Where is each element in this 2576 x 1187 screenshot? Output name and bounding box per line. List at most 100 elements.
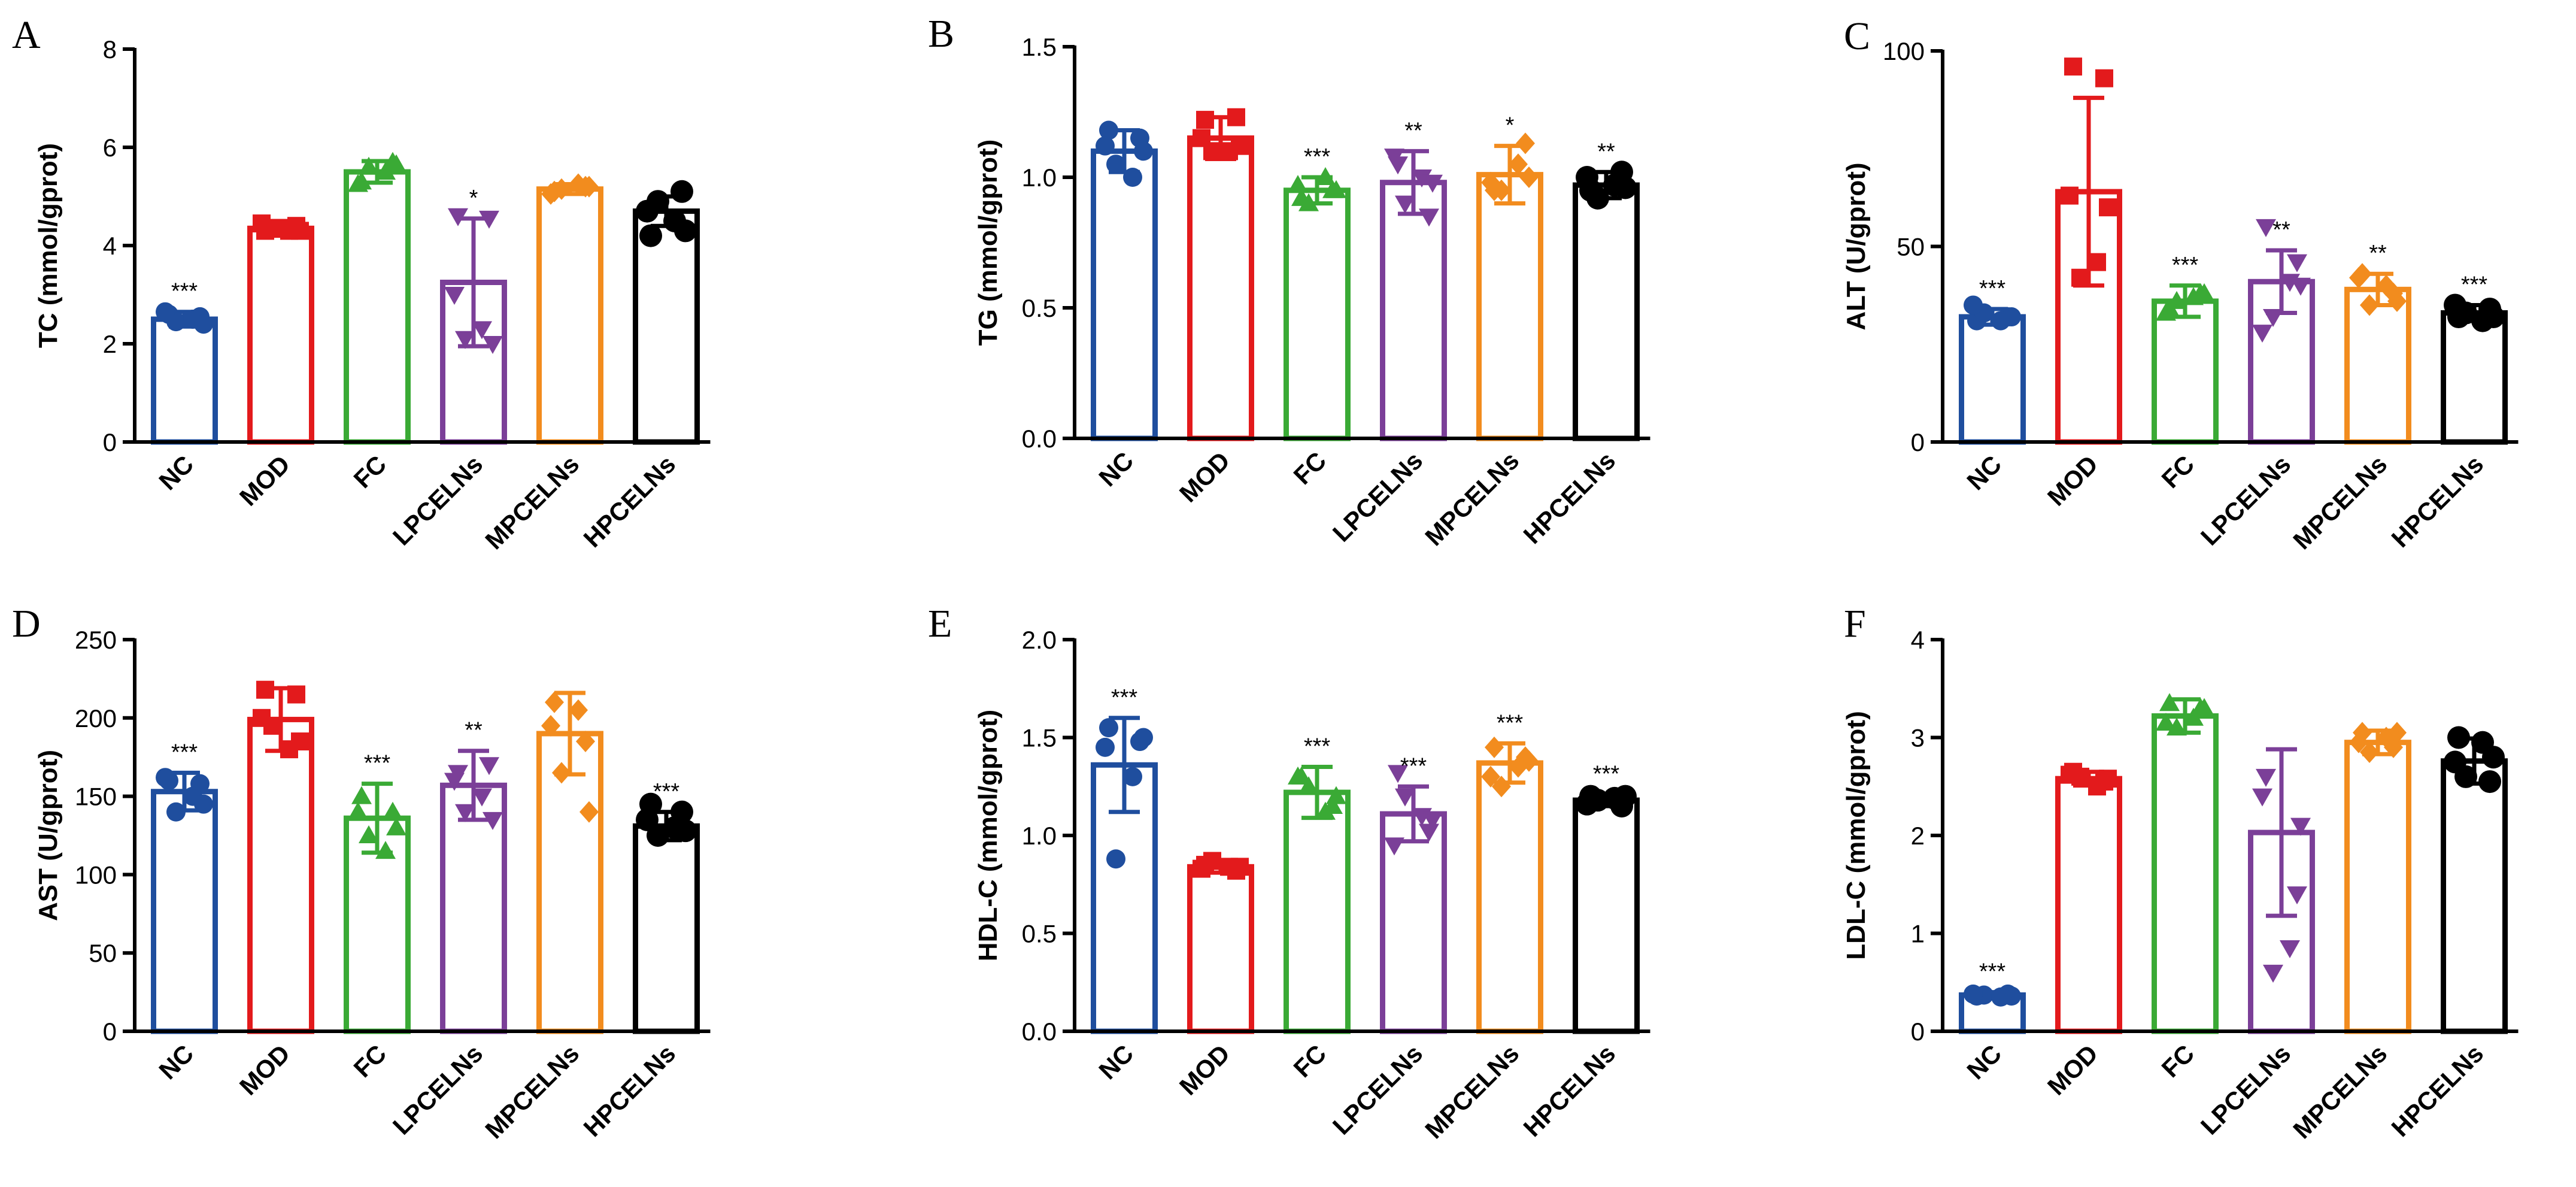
data-point-NC [156, 768, 175, 788]
panel-letter: B [928, 12, 954, 56]
data-point-FC [1288, 766, 1308, 785]
category-label-MPCELNs: MPCELNs [2287, 450, 2392, 555]
y-tick-label: 2 [1911, 822, 1925, 850]
bar-HPCELNs [2441, 310, 2508, 445]
data-point-LPCELNs [472, 321, 492, 340]
y-tick-label: 1.5 [1022, 33, 1057, 61]
data-point-MOD [256, 680, 274, 699]
data-point-MPCELNs [2349, 731, 2368, 753]
data-point-LPCELNs [455, 804, 475, 822]
data-point-FC [359, 156, 379, 175]
data-point-FC [348, 801, 368, 820]
data-point-NC [194, 794, 213, 814]
category-label-FC: FC [1288, 1039, 1332, 1083]
significance-HPCELNs: *** [653, 779, 680, 804]
data-point-HPCELNs [636, 199, 659, 223]
data-point-MOD [2095, 69, 2113, 87]
panel-letter: A [12, 13, 41, 57]
bar-HPCELNs [1573, 182, 1640, 441]
data-point-FC [351, 786, 372, 804]
data-point-MPCELNs [541, 714, 560, 737]
data-point-MPCELNs [2377, 274, 2396, 296]
y-tick-label: 0 [1911, 1018, 1925, 1046]
significance-NC: *** [1111, 685, 1138, 710]
category-label-FC: FC [348, 450, 392, 493]
data-point-FC [1326, 786, 1346, 804]
data-point-MOD [1193, 129, 1210, 147]
bar-MOD [2055, 776, 2122, 1034]
data-point-HPCELNs [674, 219, 697, 243]
data-point-MOD [2088, 253, 2106, 271]
bar-HPCELNs [2441, 758, 2508, 1034]
data-point-NC [1123, 168, 1142, 187]
data-point-LPCELNs [1384, 149, 1404, 167]
data-point-FC [386, 817, 406, 835]
data-point-HPCELNs [639, 224, 662, 247]
y-tick-label: 0 [103, 428, 117, 456]
category-label-HPCELNs: HPCELNs [1518, 1039, 1621, 1142]
y-tick-label: 150 [75, 783, 117, 811]
category-label-MOD: MOD [2042, 1039, 2104, 1101]
bar-FC [2152, 713, 2219, 1034]
data-point-MPCELNs [569, 699, 588, 721]
data-point-MOD [2071, 268, 2089, 287]
bar-FC [2152, 298, 2219, 445]
data-point-MOD [253, 708, 271, 727]
data-point-FC [1326, 180, 1346, 198]
y-axis-label: LDL-C (mmol/gprot) [1841, 711, 1871, 959]
data-point-MOD [253, 214, 271, 233]
data-point-LPCELNs [2290, 277, 2311, 296]
y-tick-label: 100 [75, 861, 117, 889]
bar-NC [151, 789, 218, 1034]
y-tick-label: 0.5 [1022, 294, 1057, 322]
data-point-MPCELNs [1485, 736, 1504, 758]
significance-NC: *** [171, 740, 198, 765]
data-point-MPCELNs [2349, 267, 2368, 289]
data-point-MOD [2061, 765, 2079, 784]
panel-B: B NC MOD *** FC ** LPCELNs * MPCELNs ** HPCELNs 0.0… [928, 12, 1650, 551]
category-label-HPCELNs: HPCELNs [1518, 446, 1621, 549]
data-point-MPCELNs [1519, 166, 1539, 188]
category-label-HPCELNs: HPCELNs [578, 1039, 681, 1142]
data-point-LPCELNs [2280, 940, 2300, 959]
data-point-FC [1298, 193, 1319, 211]
y-tick-label: 4 [103, 232, 117, 260]
data-point-HPCELNs [1586, 186, 1609, 210]
data-point-MPCELNs [1481, 765, 1500, 788]
data-point-NC [1964, 984, 1983, 1004]
data-point-FC [1298, 776, 1319, 795]
y-tick-label: 3 [1911, 724, 1925, 752]
category-label-MPCELNs: MPCELNs [1419, 446, 1524, 551]
significance-HPCELNs: ** [1597, 139, 1615, 164]
y-tick-label: 1.0 [1022, 163, 1057, 192]
category-label-FC: FC [2156, 1039, 2200, 1083]
y-tick-label: 0.0 [1022, 1018, 1057, 1046]
y-tick-label: 100 [1883, 37, 1925, 65]
y-tick-label: 6 [103, 134, 117, 162]
category-label-HPCELNs: HPCELNs [578, 450, 681, 553]
data-point-MPCELNs [579, 175, 599, 198]
data-point-LPCELNs [444, 287, 465, 305]
data-point-FC [2194, 698, 2214, 716]
data-point-FC [2194, 283, 2214, 301]
y-tick-label: 1.0 [1022, 822, 1057, 850]
data-point-MOD [1231, 137, 1249, 155]
data-point-HPCELNs [636, 808, 659, 831]
bar-HPCELNs [633, 823, 700, 1034]
data-point-MPCELNs [552, 762, 571, 784]
bar-LPCELNs [1380, 180, 1447, 441]
y-tick-label: 0 [1911, 428, 1925, 456]
y-tick-label: 50 [89, 939, 117, 967]
data-point-FC [2183, 707, 2204, 726]
data-point-NC [1964, 295, 1983, 315]
significance-NC: *** [171, 279, 198, 304]
data-point-LPCELNs [2263, 964, 2283, 983]
y-tick-label: 1 [1911, 920, 1925, 948]
y-tick-label: 2 [103, 330, 117, 358]
data-point-FC [359, 825, 379, 843]
data-point-MPCELNs [1516, 132, 1535, 155]
data-point-MOD [1227, 108, 1245, 126]
panel-C: C *** NC MOD *** FC ** LPCELNs ** MPCELNs *** HPCEL… [1841, 14, 2519, 555]
